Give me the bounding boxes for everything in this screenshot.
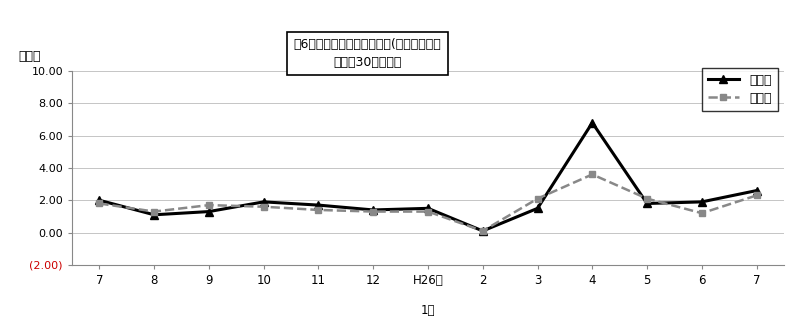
Text: 囶6　入職率・離職率の推移(調査産業計）
－規樨30人以上－: 囶6 入職率・離職率の推移(調査産業計） －規樨30人以上－ <box>294 38 442 69</box>
入職率 <box>533 206 542 210</box>
入職率 <box>150 213 159 217</box>
離職率 <box>94 202 104 205</box>
Legend: 入職率, 離職率: 入職率, 離職率 <box>702 68 778 111</box>
離職率 <box>259 205 269 209</box>
Text: 1月: 1月 <box>421 304 435 317</box>
離職率 <box>697 211 706 215</box>
入職率 <box>369 208 378 212</box>
離職率 <box>150 210 159 214</box>
入職率 <box>314 203 323 207</box>
入職率 <box>587 121 597 125</box>
入職率 <box>204 210 214 214</box>
入職率 <box>478 229 487 233</box>
Line: 入職率: 入職率 <box>95 119 761 235</box>
離職率 <box>533 197 542 201</box>
入職率 <box>423 206 433 210</box>
Line: 離職率: 離職率 <box>96 171 760 234</box>
離職率 <box>752 193 762 197</box>
入職率 <box>752 189 762 193</box>
離職率 <box>642 197 652 201</box>
離職率 <box>369 210 378 214</box>
離職率 <box>587 172 597 176</box>
離職率 <box>314 208 323 212</box>
離職率 <box>204 203 214 207</box>
入職率 <box>642 202 652 205</box>
離職率 <box>478 229 487 233</box>
離職率 <box>423 210 433 214</box>
入職率 <box>259 200 269 204</box>
Text: （％）: （％） <box>18 50 41 63</box>
入職率 <box>94 198 104 202</box>
入職率 <box>697 200 706 204</box>
